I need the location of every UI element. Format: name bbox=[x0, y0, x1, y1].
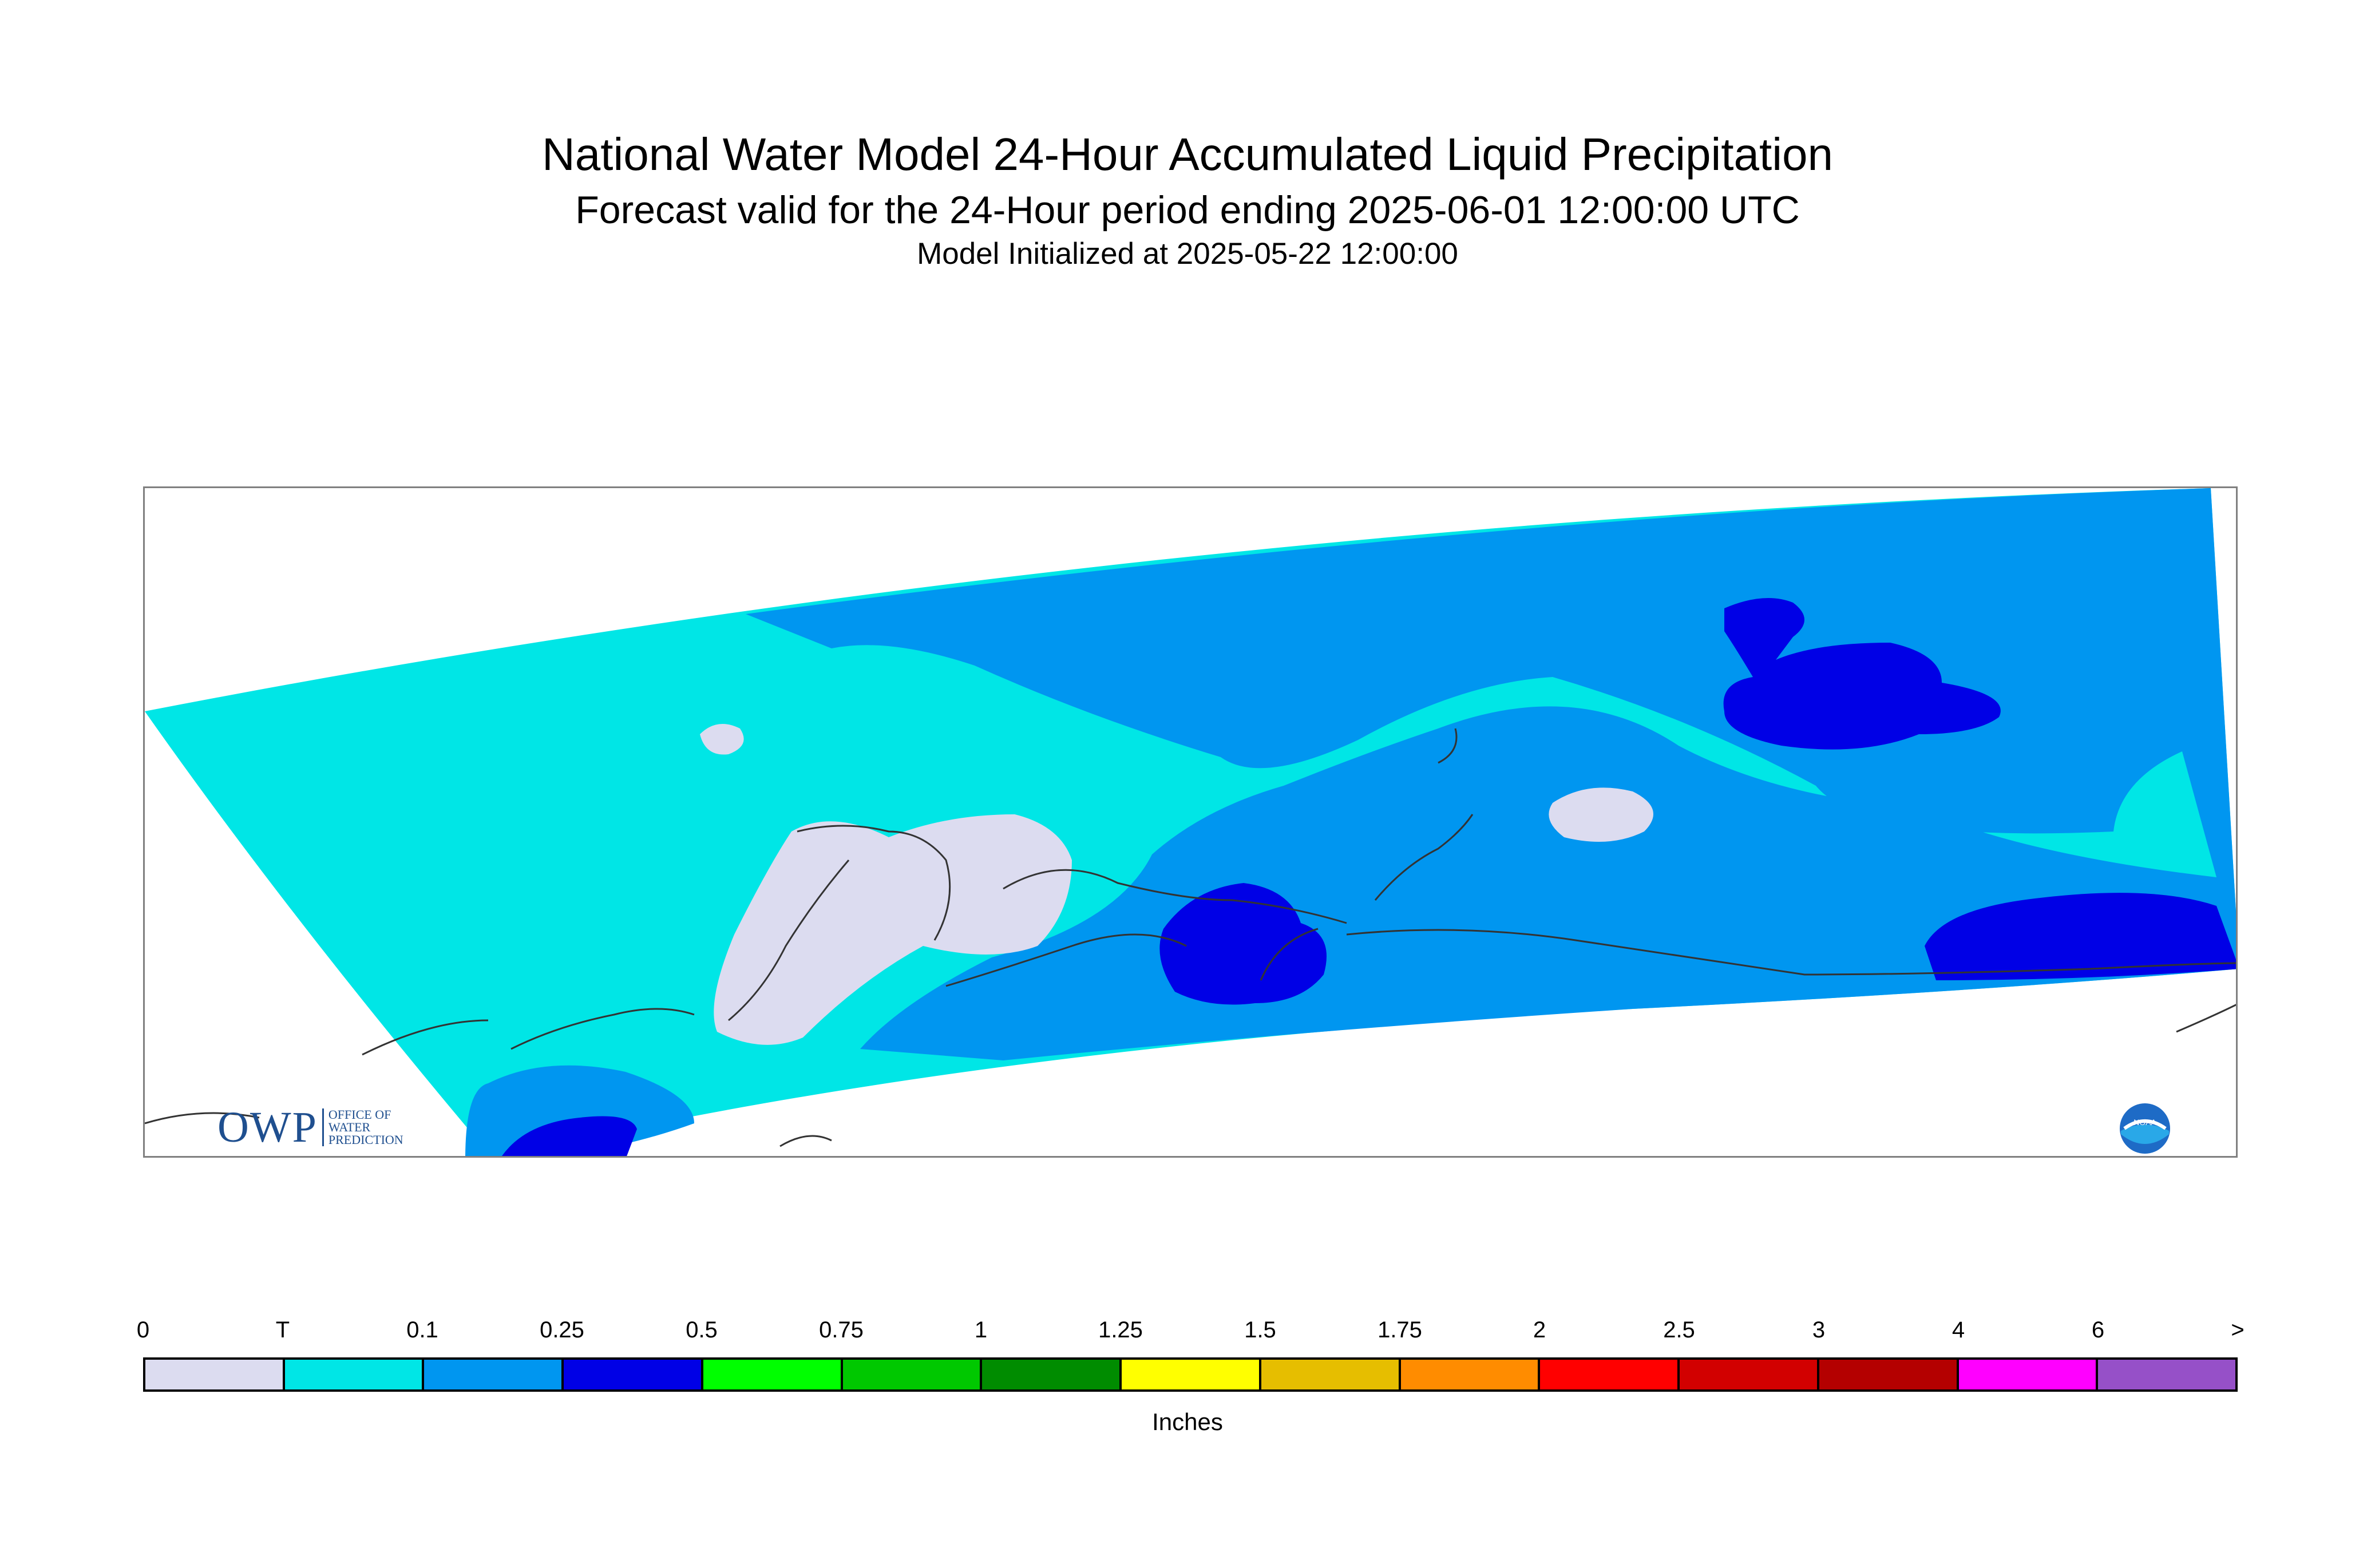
legend-swatch bbox=[1819, 1360, 1959, 1389]
legend-label: 3 bbox=[1812, 1317, 1826, 1343]
legend-label: 2.5 bbox=[1663, 1317, 1695, 1343]
legend-label: 1.25 bbox=[1098, 1317, 1143, 1343]
legend-swatch bbox=[1261, 1360, 1401, 1389]
precip-region-0.25-sw bbox=[502, 1116, 637, 1156]
map-subtitle: Forecast valid for the 24-Hour period en… bbox=[575, 188, 1800, 232]
precip-region-0.25-center bbox=[1159, 883, 1327, 1005]
legend-swatch bbox=[284, 1360, 425, 1389]
coastlines bbox=[145, 728, 2236, 1147]
model-init-time: Model Initialized at 2025-05-22 12:00:00 bbox=[917, 237, 1458, 271]
precip-region-0.1-west bbox=[465, 1065, 694, 1156]
legend-swatch bbox=[1540, 1360, 1680, 1389]
owp-logo: OWP OFFICE OF WATER PREDICTION bbox=[217, 1103, 403, 1151]
legend-swatch bbox=[424, 1360, 564, 1389]
legend-swatch bbox=[1958, 1360, 2099, 1389]
owp-line-1: OFFICE OF bbox=[328, 1107, 391, 1122]
legend-swatch bbox=[564, 1360, 703, 1389]
legend-color-bar bbox=[143, 1357, 2238, 1392]
legend-label: 2 bbox=[1533, 1317, 1546, 1343]
legend-label: 6 bbox=[2091, 1317, 2105, 1343]
legend-labels: 0 T 0.1 0.25 0.5 0.75 1 1.25 1.5 1.75 2 2.5 3 4 6 > bbox=[0, 1316, 2375, 1351]
legend-swatch bbox=[2098, 1360, 2236, 1389]
legend-label: 1.75 bbox=[1378, 1317, 1422, 1343]
map-canvas bbox=[145, 488, 2236, 1156]
precipitation-map[interactable] bbox=[143, 486, 2238, 1158]
legend-label: 0.5 bbox=[686, 1317, 718, 1343]
legend-swatch bbox=[1400, 1360, 1541, 1389]
legend-units: Inches bbox=[1152, 1408, 1223, 1435]
legend-label: 1 bbox=[974, 1317, 988, 1343]
legend-label: 4 bbox=[1952, 1317, 1965, 1343]
precip-region-0.25-se bbox=[1925, 893, 2236, 980]
precip-region-0.25-east bbox=[1723, 598, 2001, 750]
precip-region-zero-north bbox=[700, 724, 744, 755]
legend-swatch bbox=[842, 1360, 983, 1389]
legend-label: 0.1 bbox=[406, 1317, 438, 1343]
owp-logo-mark: OWP bbox=[217, 1103, 318, 1151]
legend-swatch bbox=[1122, 1360, 1261, 1389]
legend-label: 0.25 bbox=[540, 1317, 584, 1343]
owp-logo-subtitle: OFFICE OF WATER PREDICTION bbox=[322, 1108, 403, 1146]
legend-label: T bbox=[275, 1317, 290, 1343]
owp-line-3: PREDICTION bbox=[328, 1133, 403, 1147]
noaa-logo-icon: NOAA bbox=[2120, 1103, 2170, 1154]
noaa-logo-text: NOAA bbox=[2133, 1118, 2156, 1127]
legend-swatch bbox=[982, 1360, 1122, 1389]
precip-region-zero-east bbox=[1549, 787, 1653, 842]
precip-region-0.1 bbox=[746, 488, 2236, 1060]
map-title: National Water Model 24-Hour Accumulated… bbox=[542, 129, 1833, 180]
precip-region-zero-west bbox=[714, 814, 1072, 1045]
legend-swatch bbox=[703, 1360, 843, 1389]
legend-label: 0 bbox=[136, 1317, 150, 1343]
legend-swatch bbox=[1680, 1360, 1819, 1389]
legend-label: > bbox=[2231, 1317, 2245, 1343]
legend-label: 0.75 bbox=[819, 1317, 864, 1343]
legend-label: 1.5 bbox=[1244, 1317, 1276, 1343]
legend-swatch bbox=[145, 1360, 285, 1389]
owp-line-2: WATER bbox=[328, 1120, 371, 1134]
